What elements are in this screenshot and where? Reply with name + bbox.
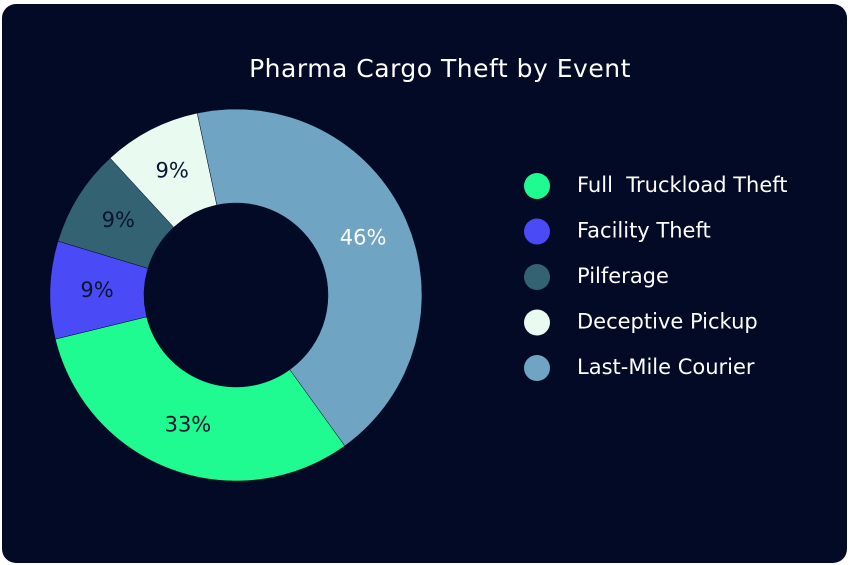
legend-swatch [524,355,550,381]
legend-label: Facility Theft [577,219,711,243]
slice-label: 46% [340,226,387,250]
legend-label: Pilferage [577,264,669,288]
legend-swatch [524,218,550,245]
slice-label: 33% [165,412,212,436]
slice-label: 9% [156,158,189,182]
chart-title: Pharma Cargo Theft by Event [249,54,631,83]
legend-label: Deceptive Pickup [577,310,758,334]
legend-swatch [524,173,550,199]
legend: Full Truckload Theft Facility Theft Pilfer… [524,173,788,381]
slice-label: 9% [80,278,113,302]
slice-label: 9% [102,208,135,232]
legend-label: Last-Mile Courier [577,355,755,379]
slice [55,316,346,482]
slice [196,108,423,447]
legend-swatch [524,309,550,336]
legend-swatch [524,264,550,290]
legend-label: Full Truckload Theft [577,173,788,197]
donut: 33% 9% 9% 9% 46% [49,108,423,482]
